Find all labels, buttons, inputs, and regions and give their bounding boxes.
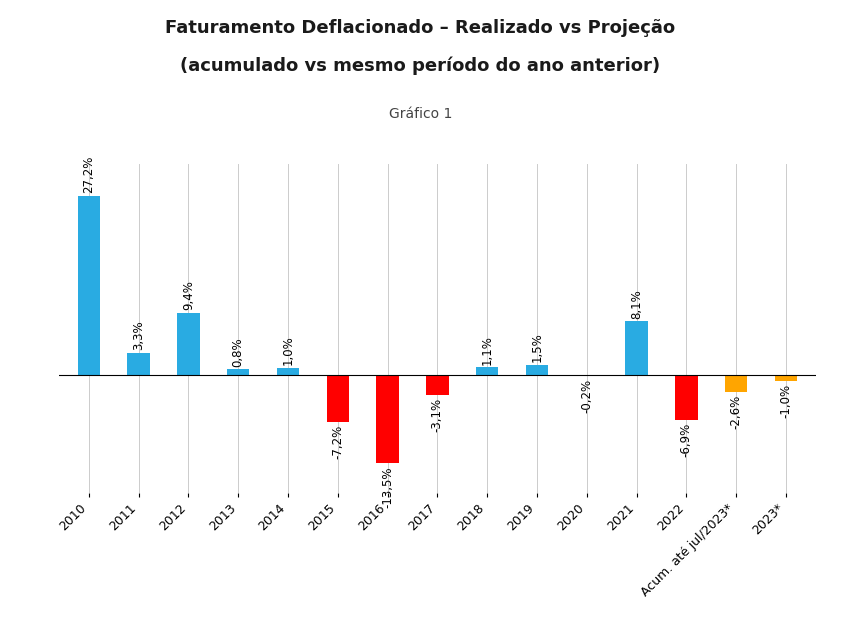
Bar — [775, 375, 797, 381]
Bar — [626, 322, 648, 375]
Bar — [177, 313, 199, 375]
Text: Faturamento Deflacionado – Realizado vs Projeção: Faturamento Deflacionado – Realizado vs … — [166, 19, 675, 37]
Text: -3,1%: -3,1% — [431, 398, 444, 432]
Bar — [277, 368, 299, 375]
Bar — [326, 375, 349, 422]
Text: 27,2%: 27,2% — [82, 156, 95, 193]
Text: 9,4%: 9,4% — [182, 281, 195, 310]
Text: 0,8%: 0,8% — [231, 337, 245, 367]
Bar — [725, 375, 748, 392]
Bar — [227, 369, 249, 375]
Text: -2,6%: -2,6% — [730, 394, 743, 428]
Text: 1,1%: 1,1% — [480, 335, 494, 365]
Bar — [526, 365, 548, 375]
Bar — [476, 367, 499, 375]
Text: -0,2%: -0,2% — [580, 379, 593, 413]
Text: -6,9%: -6,9% — [680, 423, 693, 457]
Text: Gráfico 1: Gráfico 1 — [389, 107, 452, 121]
Text: -7,2%: -7,2% — [331, 425, 344, 459]
Bar — [575, 375, 598, 376]
Text: 1,5%: 1,5% — [531, 332, 543, 362]
Text: -13,5%: -13,5% — [381, 466, 394, 507]
Text: 1,0%: 1,0% — [282, 336, 294, 365]
Bar — [77, 196, 100, 375]
Text: 3,3%: 3,3% — [132, 320, 145, 350]
Bar — [426, 375, 448, 395]
Bar — [675, 375, 697, 420]
Bar — [376, 375, 399, 463]
Bar — [127, 353, 150, 375]
Text: (acumulado vs mesmo período do ano anterior): (acumulado vs mesmo período do ano anter… — [181, 57, 660, 75]
Text: 8,1%: 8,1% — [630, 289, 643, 319]
Text: -1,0%: -1,0% — [780, 384, 792, 418]
